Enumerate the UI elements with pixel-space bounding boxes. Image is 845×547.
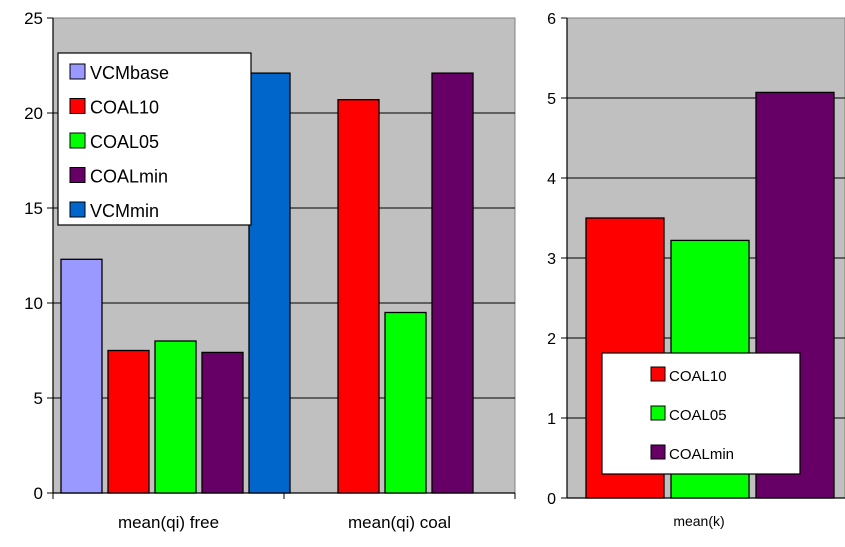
bar-VCMmin-0 xyxy=(248,72,291,494)
legend-entry: COAL05 xyxy=(90,132,159,152)
x-category-label: mean(qi) free xyxy=(118,513,219,532)
legend-box xyxy=(57,52,252,226)
bar-VCMbase-0 xyxy=(60,258,103,494)
y-tick-label: 0 xyxy=(34,484,43,503)
legend-swatch xyxy=(69,98,86,114)
bar-COALmin-1 xyxy=(431,72,474,494)
legend: VCMbase COAL10 COAL05 COALmin VCMmin xyxy=(57,52,252,226)
x-category-label: mean(k) xyxy=(673,513,724,529)
legend-entry: COAL05 xyxy=(669,407,727,424)
chart-2: 0 1 2 3 4 5 6 mean(k) COAL10 COAL05 COALmin xyxy=(547,11,845,529)
y-tick-label: 1 xyxy=(547,411,556,428)
legend-entry: VCMmin xyxy=(90,201,159,221)
y-tick-label: 0 xyxy=(547,491,556,508)
x-category-label: mean(qi) coal xyxy=(348,513,451,532)
bar-COAL10-1 xyxy=(337,99,380,494)
legend-swatch xyxy=(69,63,86,80)
legend-entry: COAL10 xyxy=(669,368,727,385)
legend-entry: COAL10 xyxy=(90,98,159,118)
y-tick-label: 2 xyxy=(547,331,556,348)
y-tick-label: 5 xyxy=(34,389,43,408)
legend-entry: COALmin xyxy=(669,446,734,463)
y-tick-label: 10 xyxy=(24,294,43,313)
y-tick-label: 6 xyxy=(547,11,556,28)
bar-COAL10-0 xyxy=(107,349,150,494)
y-tick-label: 3 xyxy=(547,251,556,268)
legend-swatch xyxy=(650,405,666,421)
y-tick-label: 4 xyxy=(547,171,556,188)
legend-entry: COALmin xyxy=(90,167,168,187)
legend: COAL10 COAL05 COALmin xyxy=(601,352,801,475)
y-tick-label: 20 xyxy=(24,104,43,123)
bar-COAL05-1 xyxy=(384,311,427,494)
legend-swatch xyxy=(69,167,86,183)
legend-entry: VCMbase xyxy=(90,63,169,83)
legend-swatch xyxy=(69,132,86,149)
legend-swatch xyxy=(69,201,86,218)
y-tick-label: 15 xyxy=(24,199,43,218)
chart-1: 0 5 10 15 20 25 mean(qi) free mean(qi) coal VCMb… xyxy=(24,9,516,532)
bar-COAL05-0 xyxy=(154,340,197,494)
legend-box xyxy=(601,352,801,475)
legend-swatch xyxy=(650,444,666,460)
bar-COALmin-0 xyxy=(201,351,244,494)
legend-swatch xyxy=(650,366,666,382)
y-tick-label: 25 xyxy=(24,9,43,28)
y-tick-label: 5 xyxy=(547,91,556,108)
